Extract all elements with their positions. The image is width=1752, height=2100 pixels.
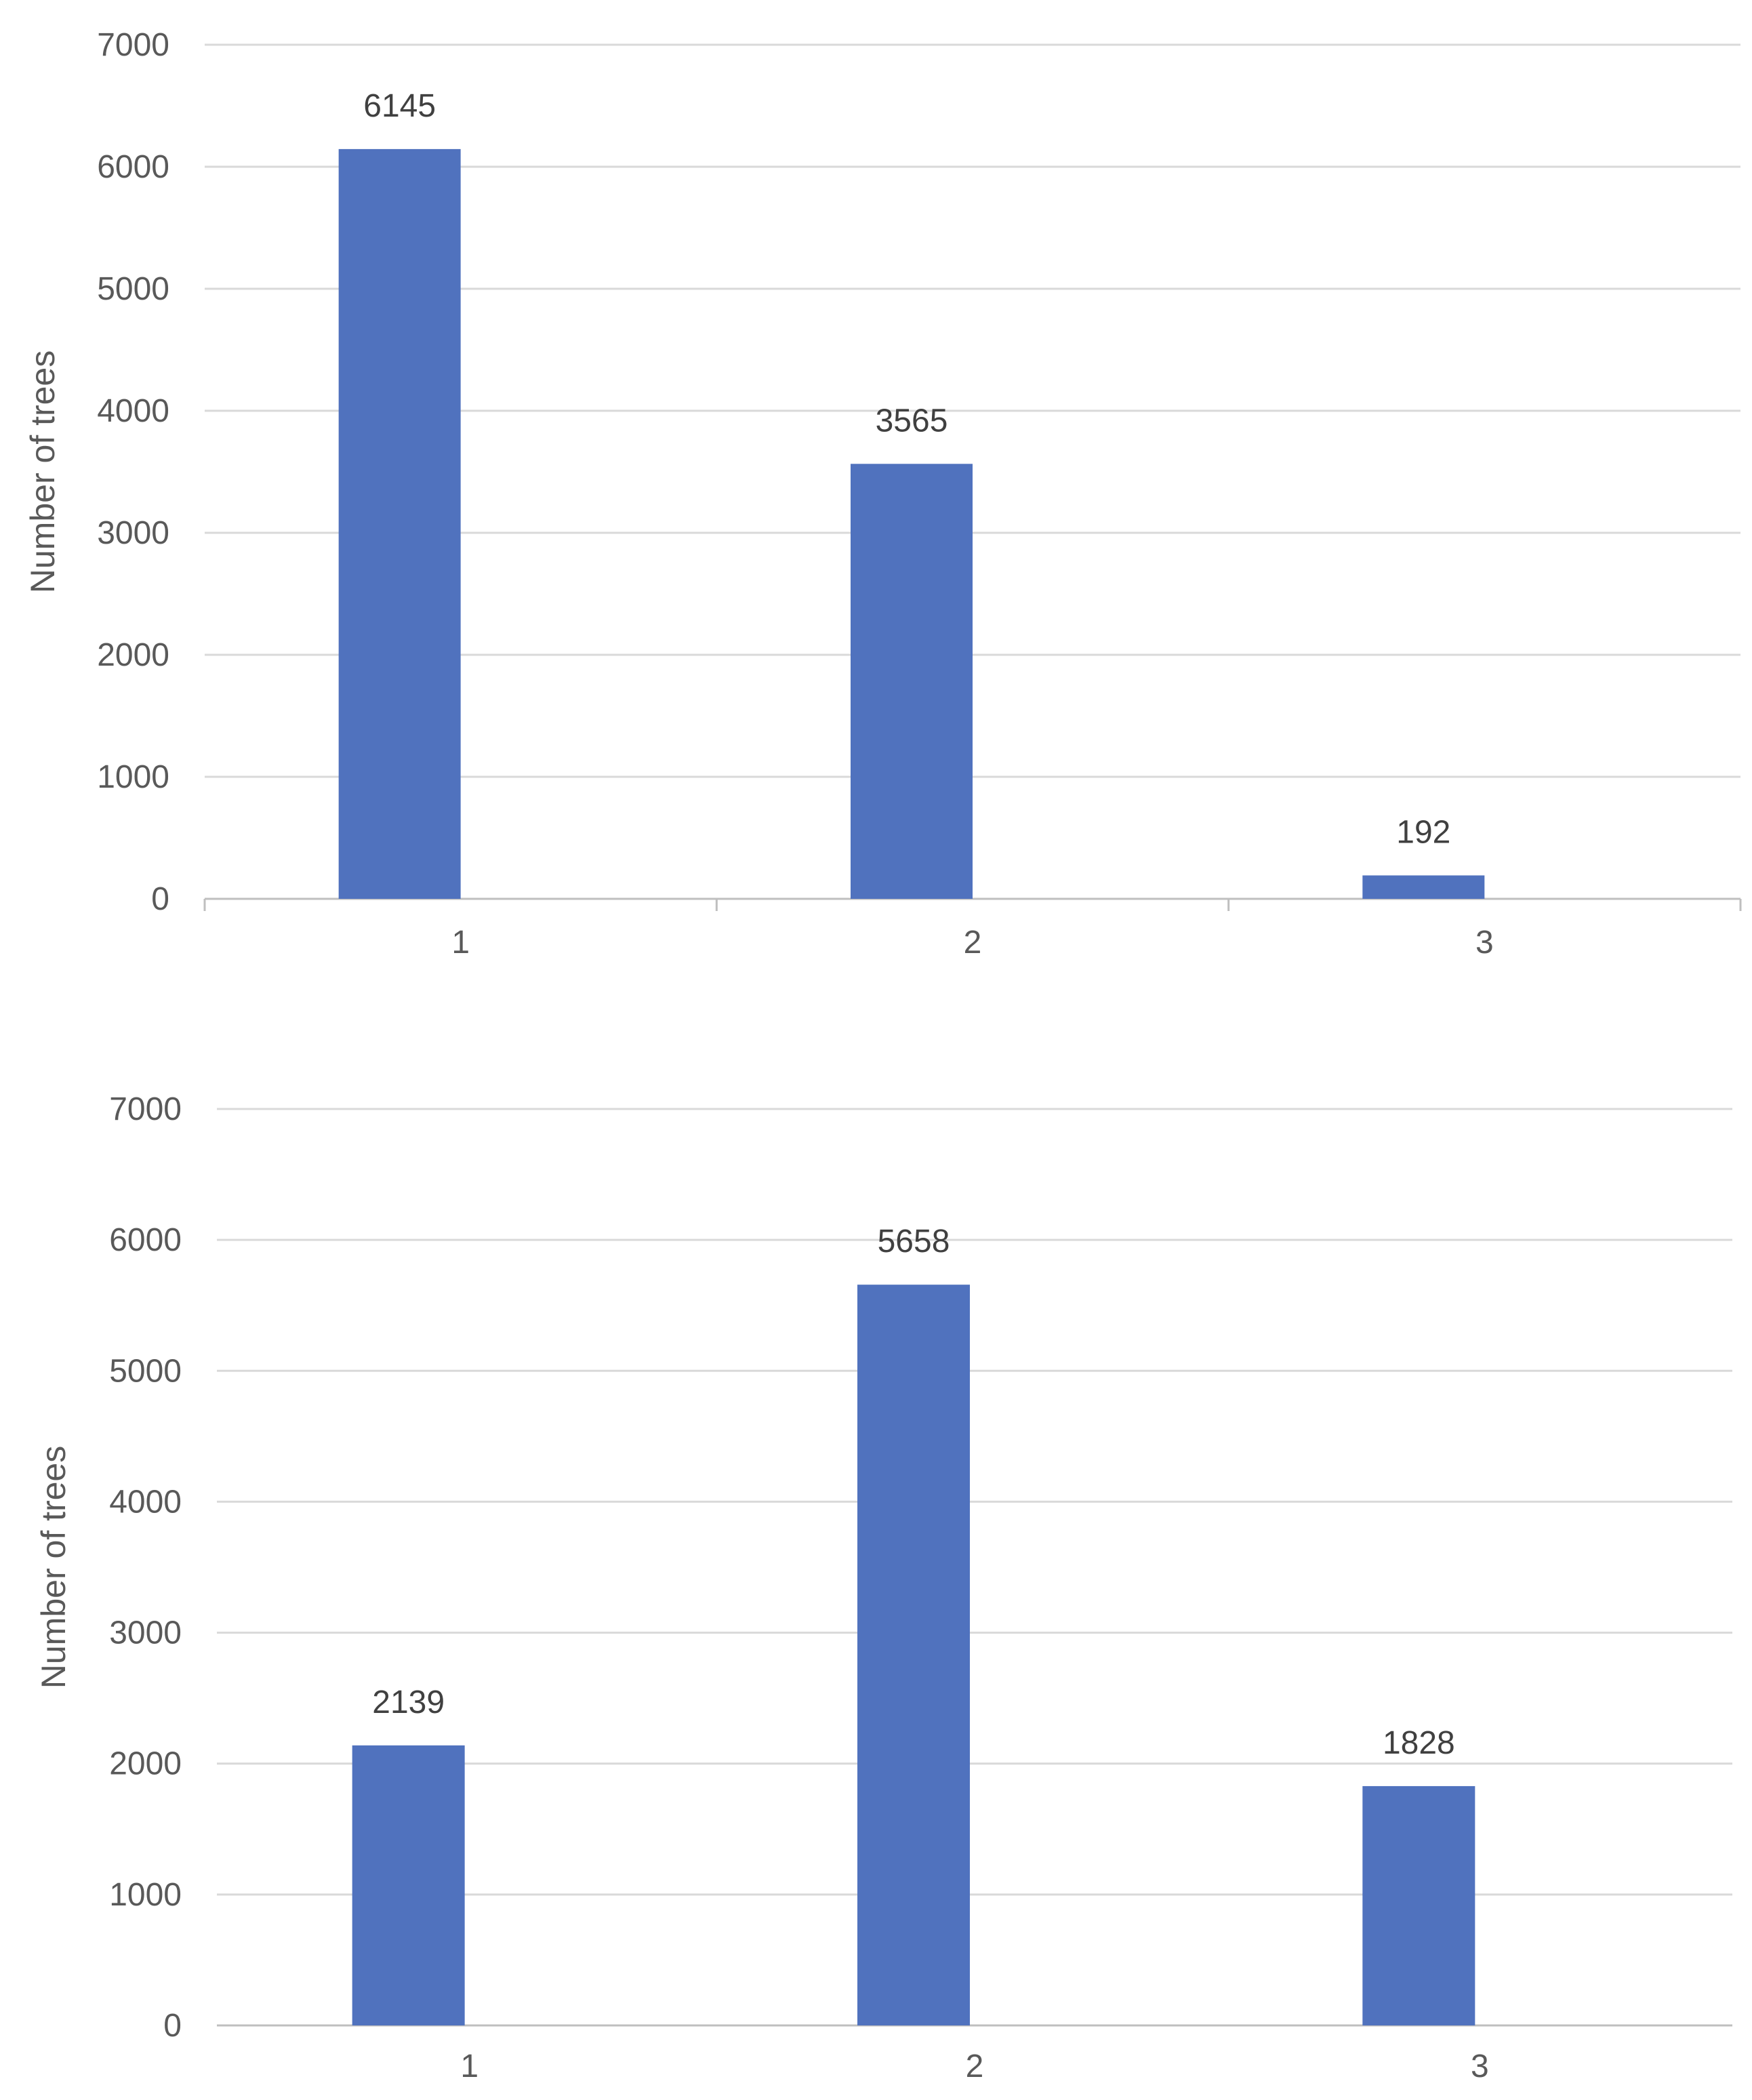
chart2-data-label-2: 5658 [878, 1224, 950, 1259]
chart1-x-tick-label: 2 [964, 925, 982, 961]
chart2-data-label-3: 1828 [1383, 1725, 1455, 1761]
chart-bottom: 0 1000 2000 3000 4000 5000 6000 7000 2139 1 5658 2 1… [35, 1091, 1732, 2084]
chart1-y-tick-label: 3000 [97, 515, 169, 551]
chart1-y-tick-label: 5000 [97, 271, 169, 307]
chart2-y-tick-label: 0 [163, 2008, 182, 2044]
chart1-y-tick-label: 4000 [97, 393, 169, 429]
chart2-y-tick-label: 4000 [109, 1484, 182, 1520]
chart1-x-tick-label: 1 [451, 925, 470, 961]
chart2-y-axis-title: Number of trees [35, 1446, 73, 1689]
chart2-y-tick-label: 5000 [109, 1353, 182, 1389]
chart2-x-tick-label: 1 [460, 2048, 478, 2084]
chart1-data-label-1: 6145 [363, 88, 436, 124]
chart2-bar-3 [1362, 1785, 1475, 2025]
chart2-x-tick-label: 2 [966, 2048, 984, 2084]
chart2-y-tick-label: 1000 [109, 1877, 182, 1913]
chart2-data-label-1: 2139 [372, 1684, 445, 1720]
chart1-y-tick-label: 7000 [97, 27, 169, 63]
chart2-x-tick-label: 3 [1471, 2048, 1489, 2084]
chart1-y-tick-label: 1000 [97, 759, 169, 795]
chart2-bar-2 [857, 1285, 970, 2025]
chart1-y-tick-label: 0 [151, 881, 169, 917]
chart1-bar-3 [1362, 875, 1485, 899]
chart1-data-label-2: 3565 [876, 403, 948, 439]
chart2-y-tick-label: 6000 [109, 1222, 182, 1258]
chart-top: 0 1000 2000 3000 4000 5000 6000 7000 6145 1 3565 2 1… [24, 27, 1742, 961]
chart1-y-tick-label: 6000 [97, 149, 169, 185]
chart2-y-tick-label: 7000 [109, 1091, 182, 1127]
chart1-y-tick-label: 2000 [97, 637, 169, 673]
chart2-y-tick-label: 2000 [109, 1746, 182, 1782]
chart2-bar-1 [352, 1745, 465, 2025]
chart1-data-label-3: 192 [1396, 814, 1450, 850]
chart1-bar-1 [338, 148, 461, 899]
chart2-y-tick-label: 3000 [109, 1615, 182, 1651]
chart1-y-axis-title: Number of trees [24, 350, 62, 593]
chart1-bar-2 [851, 464, 973, 899]
chart1-x-tick-label: 3 [1475, 925, 1494, 961]
